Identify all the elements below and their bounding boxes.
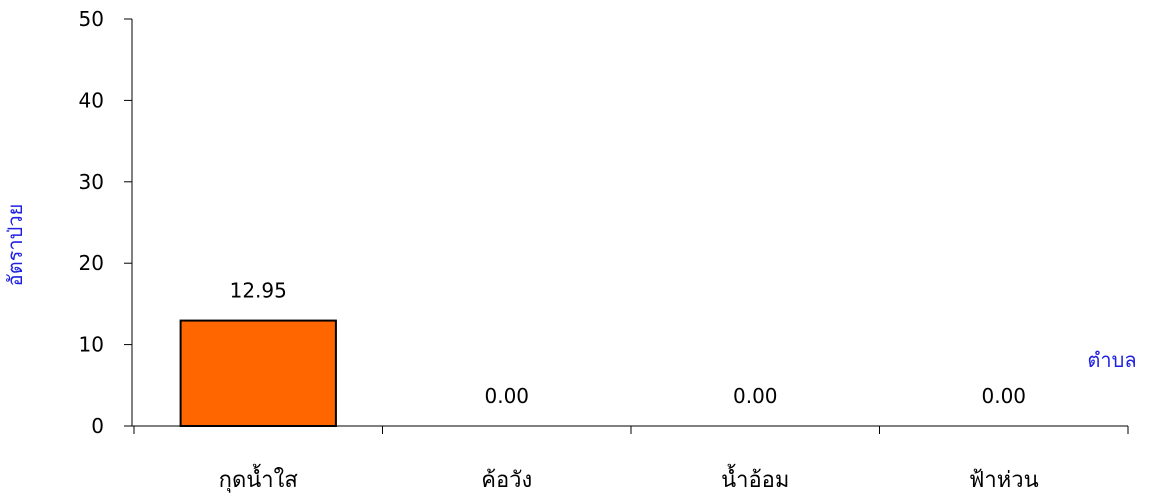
bars-layer (179, 319, 337, 428)
y-tick-label: 40 (79, 88, 104, 112)
x-category-label: ฟ้าห่วน (969, 468, 1039, 493)
x-axis-title: ตำบล (1087, 348, 1136, 372)
data-label: 0.00 (733, 384, 778, 408)
x-category-label: กุดน้ำใส (219, 464, 299, 493)
data-label: 12.95 (230, 279, 287, 303)
data-label: 0.00 (484, 384, 529, 408)
x-category-label: น้ำอ้อม (721, 464, 789, 493)
y-axis-title: อัตราป่วย (3, 204, 27, 287)
y-tick-label: 30 (79, 170, 104, 194)
y-tick-label: 10 (79, 333, 104, 357)
y-tick-label: 0 (91, 414, 104, 438)
y-tick-label: 20 (79, 251, 104, 275)
y-tick-label: 50 (79, 7, 104, 31)
x-category-label: ค้อวัง (481, 468, 532, 493)
data-label: 0.00 (981, 384, 1026, 408)
labels-layer: 12.95 กุดน้ำใส 0.00 ค้อวัง 0.00 น้ำอ้อม 0.00 ฟ้… (219, 279, 1039, 493)
bar-1 (179, 319, 337, 428)
